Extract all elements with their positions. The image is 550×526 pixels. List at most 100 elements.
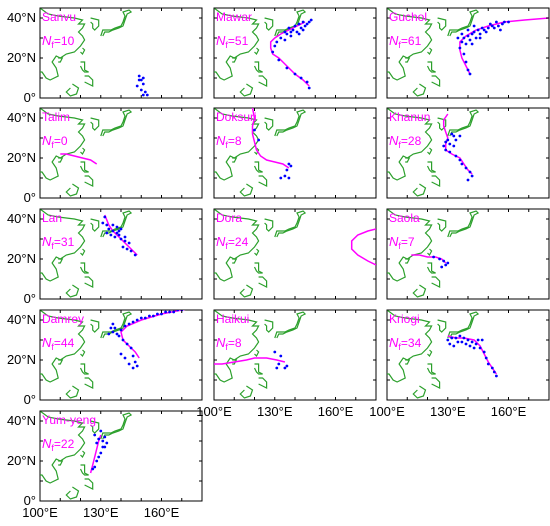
typhoon-track: [459, 17, 549, 75]
forecast-point: [109, 326, 113, 330]
forecast-point: [444, 148, 448, 152]
coastline: [65, 486, 80, 500]
forecast-point: [484, 356, 488, 360]
panel-name: Dora: [216, 211, 242, 225]
forecast-point: [285, 168, 289, 172]
forecast-point: [115, 225, 119, 229]
coastline: [253, 363, 263, 375]
panel-frame: [386, 208, 550, 300]
coastline: [274, 210, 307, 238]
x-tick-label: 130°E: [83, 505, 119, 520]
forecast-point: [111, 322, 115, 326]
coastline: [431, 75, 441, 87]
forecast-point: [271, 50, 275, 54]
forecast-point: [289, 30, 293, 34]
panel-count: Nf=8: [216, 335, 242, 352]
typhoon-track: [411, 254, 447, 264]
coastline: [65, 284, 80, 298]
coastline: [447, 210, 480, 238]
forecast-point: [141, 76, 145, 80]
coastline: [264, 218, 274, 232]
coastline: [84, 276, 94, 288]
forecast-point: [442, 144, 446, 148]
coastline: [253, 262, 263, 274]
coastline: [412, 284, 427, 298]
forecast-point: [293, 24, 297, 28]
coastline: [84, 377, 94, 389]
forecast-point: [125, 342, 129, 346]
coastline: [405, 57, 411, 63]
forecast-point: [123, 356, 127, 360]
coastline: [79, 464, 89, 476]
coastline: [58, 359, 64, 365]
typhoon-track: [60, 153, 98, 165]
coastline: [412, 183, 427, 197]
forecast-point: [309, 18, 313, 22]
forecast-point: [480, 338, 484, 342]
forecast-point: [305, 22, 309, 26]
forecast-point: [119, 328, 123, 332]
forecast-point: [135, 84, 139, 88]
forecast-point: [464, 166, 468, 170]
forecast-point: [279, 36, 283, 40]
forecast-point: [442, 259, 446, 263]
forecast-point: [143, 90, 147, 94]
forecast-point: [141, 82, 145, 86]
panel-name: Mawar: [216, 10, 252, 24]
forecast-point: [484, 30, 488, 34]
forecast-point: [127, 322, 131, 326]
coastline: [58, 258, 64, 264]
coastline: [254, 248, 260, 257]
forecast-point: [486, 26, 490, 30]
coastline: [405, 157, 411, 163]
forecast-point: [478, 346, 482, 350]
panel-frame: [213, 107, 377, 199]
forecast-point: [176, 310, 180, 312]
coastline: [239, 83, 254, 97]
panel-name: Khanun: [389, 110, 430, 124]
coastline: [80, 248, 86, 257]
y-tick-label: 40°N: [7, 312, 36, 327]
forecast-point: [119, 227, 123, 231]
forecast-point: [468, 72, 472, 76]
forecast-point: [295, 30, 299, 34]
coastline: [264, 319, 274, 333]
forecast-point: [452, 344, 456, 348]
coastline: [80, 450, 86, 459]
panel-name: Saola: [389, 211, 420, 225]
forecast-point: [117, 233, 121, 237]
coastline: [427, 147, 433, 156]
coastline: [405, 359, 411, 365]
forecast-point: [109, 233, 113, 237]
coastline: [80, 349, 86, 358]
forecast-point: [131, 320, 135, 324]
forecast-point: [448, 142, 452, 146]
y-tick-label: 20°N: [7, 50, 36, 65]
forecast-point: [91, 467, 95, 471]
forecast-point: [152, 314, 155, 318]
forecast-point: [275, 40, 279, 44]
forecast-point: [283, 366, 287, 370]
forecast-point: [119, 237, 123, 241]
y-tick-label: 20°N: [7, 453, 36, 468]
forecast-point: [305, 80, 309, 84]
forecast-point: [97, 455, 101, 459]
coastline: [437, 17, 447, 31]
forecast-point: [273, 44, 277, 48]
forecast-point: [466, 28, 470, 32]
coastline: [427, 248, 433, 257]
forecast-point: [490, 366, 494, 370]
forecast-point: [495, 374, 498, 378]
coastline: [431, 175, 441, 187]
forecast-point: [123, 324, 127, 328]
forecast-point: [285, 32, 289, 36]
y-tick-label: 40°N: [7, 110, 36, 125]
coastline: [405, 258, 411, 264]
coastline: [447, 109, 480, 137]
coastline: [90, 319, 100, 333]
forecast-point: [273, 350, 277, 354]
panel-khanun: Khanun Nf=28: [386, 107, 550, 199]
forecast-point: [454, 336, 458, 340]
forecast-point: [474, 36, 478, 40]
forecast-point: [438, 257, 441, 261]
